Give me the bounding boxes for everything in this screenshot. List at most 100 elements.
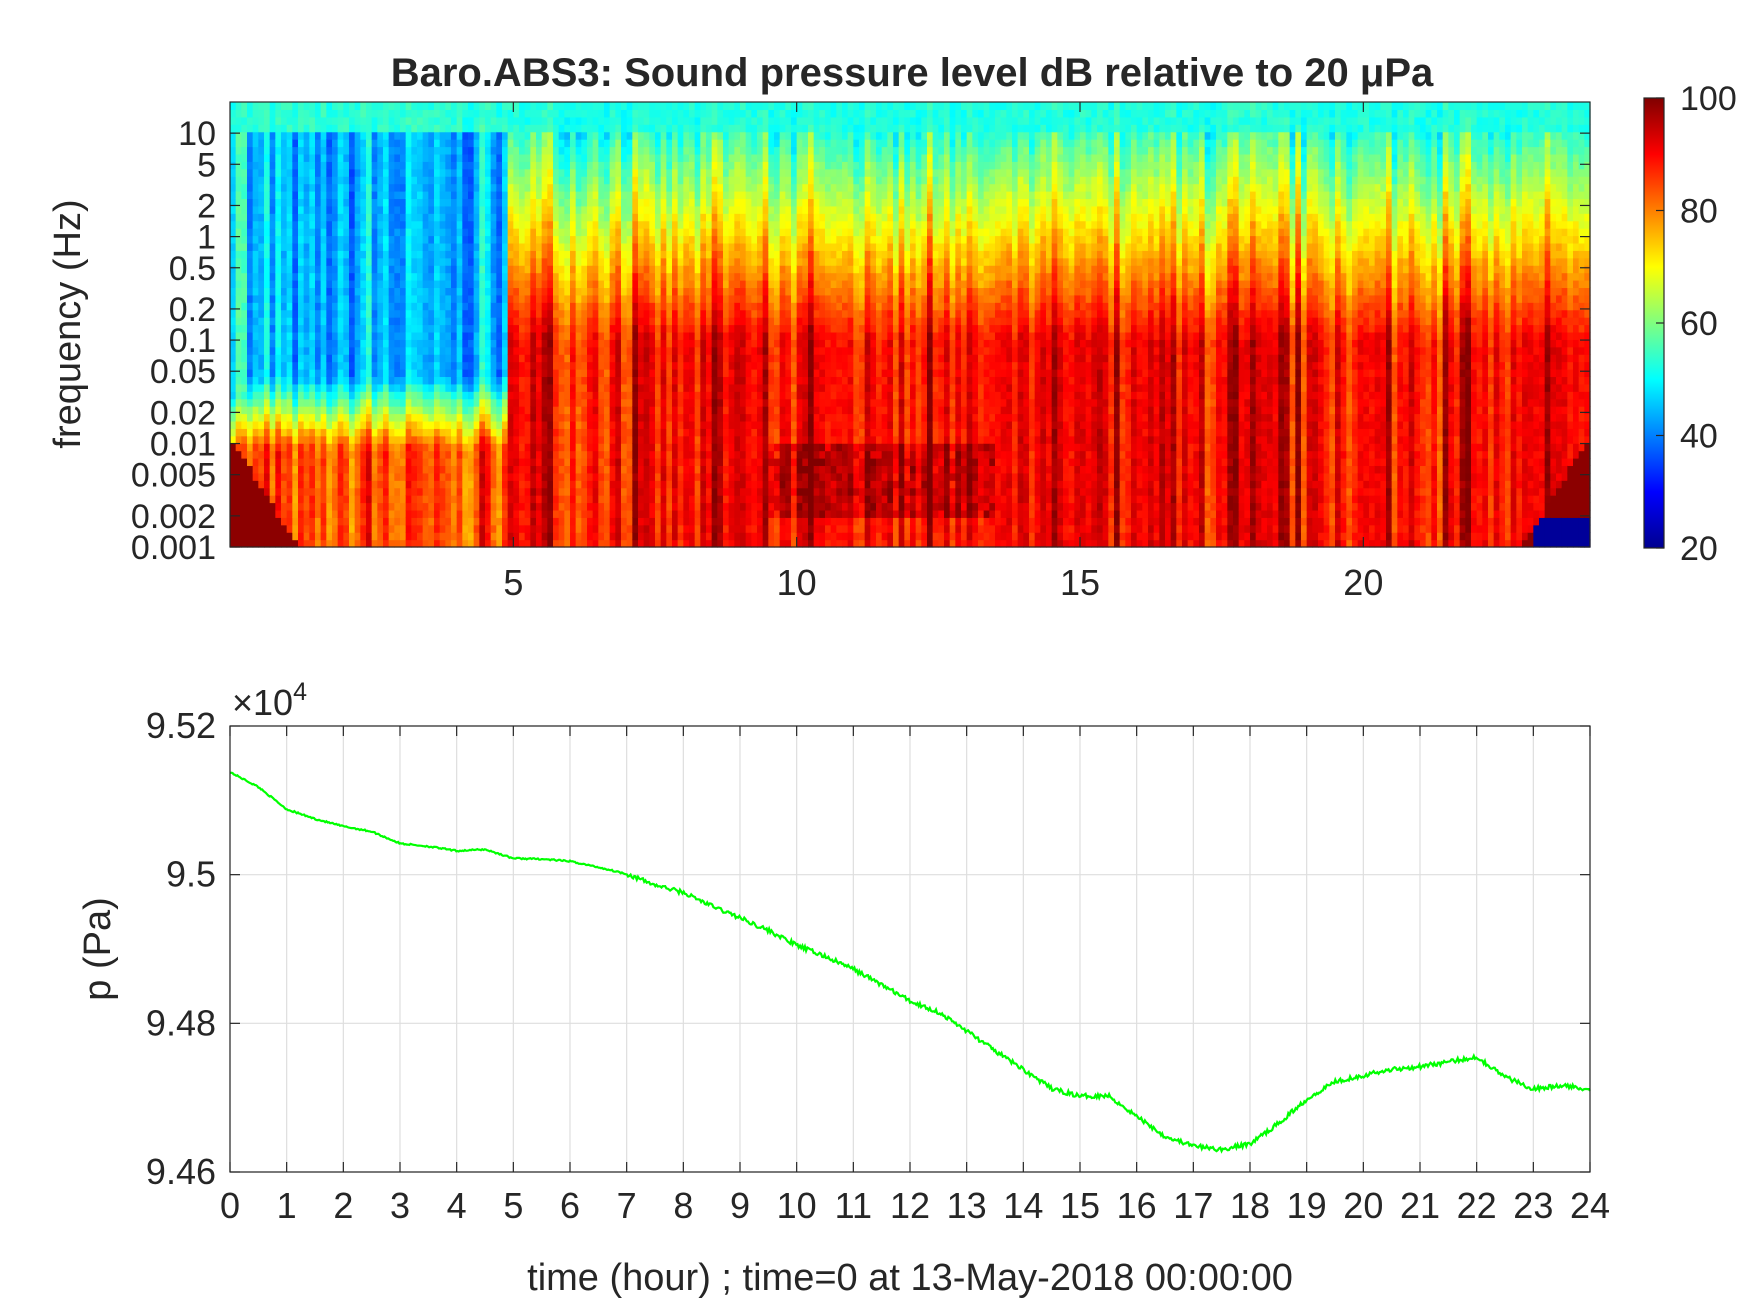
- heatmap-cell: [536, 502, 543, 511]
- heatmap-cell: [683, 205, 690, 214]
- heatmap-cell: [621, 509, 628, 518]
- heatmap-cell: [655, 109, 662, 118]
- heatmap-cell: [519, 198, 526, 207]
- heatmap-cell: [326, 309, 333, 318]
- heatmap-cell: [247, 539, 254, 548]
- heatmap-cell: [496, 495, 503, 504]
- heatmap-cell: [689, 139, 696, 148]
- heatmap-cell: [241, 376, 248, 385]
- heatmap-cell: [332, 517, 339, 526]
- heatmap-cell: [258, 532, 265, 541]
- heatmap-cell: [689, 317, 696, 326]
- heatmap-cell: [428, 161, 435, 170]
- heatmap-cell: [337, 213, 344, 222]
- heatmap-cell: [434, 183, 441, 192]
- heatmap-cell: [422, 287, 429, 296]
- heatmap-cell: [502, 213, 509, 222]
- heatmap-cell: [252, 324, 259, 333]
- heatmap-cell: [241, 250, 248, 259]
- heatmap-cell: [235, 324, 242, 333]
- heatmap-cell: [547, 183, 554, 192]
- heatmap-cell: [230, 280, 237, 289]
- heatmap-cell: [298, 205, 305, 214]
- heatmap-cell: [332, 398, 339, 407]
- heatmap-cell: [570, 532, 577, 541]
- heatmap-cell: [683, 183, 690, 192]
- heatmap-cell: [638, 280, 645, 289]
- heatmap-cell: [315, 146, 322, 155]
- heatmap-cell: [371, 376, 378, 385]
- heatmap-cell: [303, 472, 310, 481]
- heatmap-cell: [252, 257, 259, 266]
- heatmap-cell: [666, 272, 673, 281]
- heatmap-cell: [315, 450, 322, 459]
- heatmap-cell: [553, 176, 560, 185]
- heatmap-cell: [456, 339, 463, 348]
- heatmap-cell: [638, 257, 645, 266]
- heatmap-cell: [609, 420, 616, 429]
- heatmap-cell: [405, 280, 412, 289]
- heatmap-cell: [247, 487, 254, 496]
- heatmap-cell: [530, 458, 537, 467]
- heatmap-cell: [377, 168, 384, 177]
- heatmap-cell: [689, 324, 696, 333]
- heatmap-cell: [394, 524, 401, 533]
- heatmap-cell: [479, 458, 486, 467]
- heatmap-cell: [235, 235, 242, 244]
- heatmap-cell: [315, 413, 322, 422]
- heatmap-cell: [507, 524, 514, 533]
- heatmap-cell: [252, 302, 259, 311]
- heatmap-cell: [332, 191, 339, 200]
- heatmap-cell: [383, 280, 390, 289]
- heatmap-cell: [343, 509, 350, 518]
- heatmap-cell: [502, 331, 509, 340]
- heatmap-cell: [456, 472, 463, 481]
- heatmap-cell: [519, 495, 526, 504]
- heatmap-cell: [592, 235, 599, 244]
- heatmap-cell: [485, 235, 492, 244]
- heatmap-cell: [587, 391, 594, 400]
- heatmap-cell: [519, 428, 526, 437]
- heatmap-cell: [689, 287, 696, 296]
- heatmap-cell: [366, 250, 373, 259]
- heatmap-cell: [638, 539, 645, 548]
- heatmap-cell: [604, 450, 611, 459]
- heatmap-cell: [677, 391, 684, 400]
- heatmap-cell: [230, 272, 237, 281]
- heatmap-cell: [581, 420, 588, 429]
- heatmap-cell: [604, 272, 611, 281]
- heatmap-cell: [258, 272, 265, 281]
- heatmap-cell: [337, 309, 344, 318]
- heatmap-cell: [434, 369, 441, 378]
- heatmap-cell: [672, 168, 679, 177]
- heatmap-cell: [377, 502, 384, 511]
- heatmap-cell: [298, 517, 305, 526]
- heatmap-cell: [400, 161, 407, 170]
- heatmap-cell: [337, 502, 344, 511]
- heatmap-cell: [264, 509, 271, 518]
- heatmap-cell: [564, 398, 571, 407]
- heatmap-cell: [530, 406, 537, 415]
- heatmap-cell: [496, 131, 503, 140]
- heatmap-cell: [298, 272, 305, 281]
- heatmap-cell: [451, 302, 458, 311]
- heatmap-cell: [581, 339, 588, 348]
- heatmap-cell: [422, 495, 429, 504]
- heatmap-cell: [456, 369, 463, 378]
- heatmap-cell: [354, 302, 361, 311]
- heatmap-cell: [632, 242, 639, 251]
- heatmap-cell: [354, 228, 361, 237]
- heatmap-cell: [292, 369, 299, 378]
- heatmap-cell: [689, 539, 696, 548]
- heatmap-cell: [677, 331, 684, 340]
- heatmap-cell: [400, 220, 407, 229]
- heatmap-cell: [632, 213, 639, 222]
- heatmap-cell: [558, 339, 565, 348]
- heatmap-cell: [337, 458, 344, 467]
- heatmap-cell: [581, 443, 588, 452]
- heatmap-cell: [524, 176, 531, 185]
- heatmap-cell: [558, 354, 565, 363]
- heatmap-cell: [649, 124, 656, 133]
- heatmap-cell: [598, 317, 605, 326]
- heatmap-cell: [264, 428, 271, 437]
